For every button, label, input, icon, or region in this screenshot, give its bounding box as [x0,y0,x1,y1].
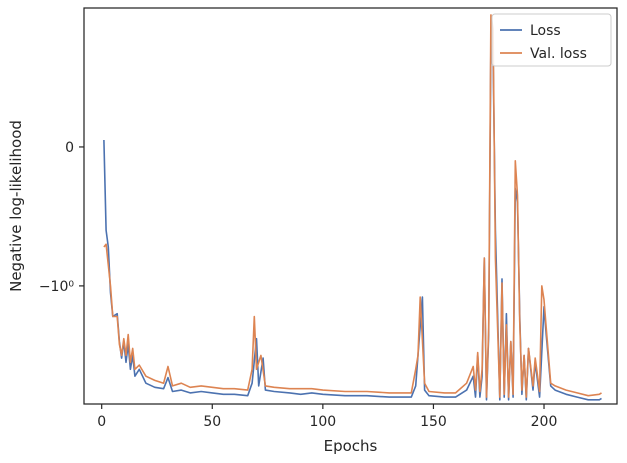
x-ticks: 0 50 100 150 200 [97,404,557,430]
x-tick-label: 50 [203,414,221,430]
y-tick-label: 0 [65,140,74,156]
x-tick-label: 0 [97,414,106,430]
x-axis-label: Epochs [324,437,378,455]
legend-label-1: Loss [530,23,561,39]
x-tick-label: 200 [531,414,558,430]
legend-label-2: Val. loss [530,46,587,62]
series-line-2 [103,14,602,398]
plot-frame [83,7,618,405]
y-ticks: 0 −10⁰ [39,140,84,295]
legend: Loss Val. loss [491,13,612,67]
plot-lines [103,14,602,401]
y-axis-label: Negative log-likelihood [7,120,25,292]
x-tick-label: 150 [420,414,447,430]
x-tick-label: 100 [309,414,336,430]
y-tick-label: −10⁰ [39,279,75,295]
